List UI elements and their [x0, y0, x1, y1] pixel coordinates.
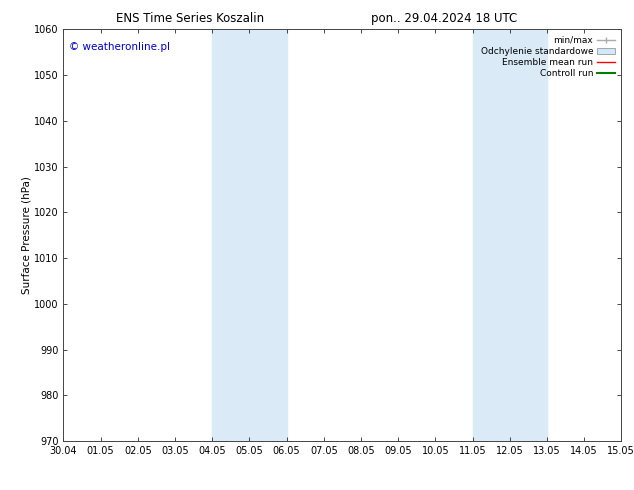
Legend: min/max, Odchylenie standardowe, Ensemble mean run, Controll run: min/max, Odchylenie standardowe, Ensembl…	[479, 34, 617, 80]
Text: pon.. 29.04.2024 18 UTC: pon.. 29.04.2024 18 UTC	[371, 12, 517, 25]
Bar	[472, 29, 547, 441]
Text: © weatheronline.pl: © weatheronline.pl	[69, 42, 170, 52]
Bar	[212, 29, 287, 441]
Text: ENS Time Series Koszalin: ENS Time Series Koszalin	[116, 12, 264, 25]
Y-axis label: Surface Pressure (hPa): Surface Pressure (hPa)	[21, 176, 31, 294]
